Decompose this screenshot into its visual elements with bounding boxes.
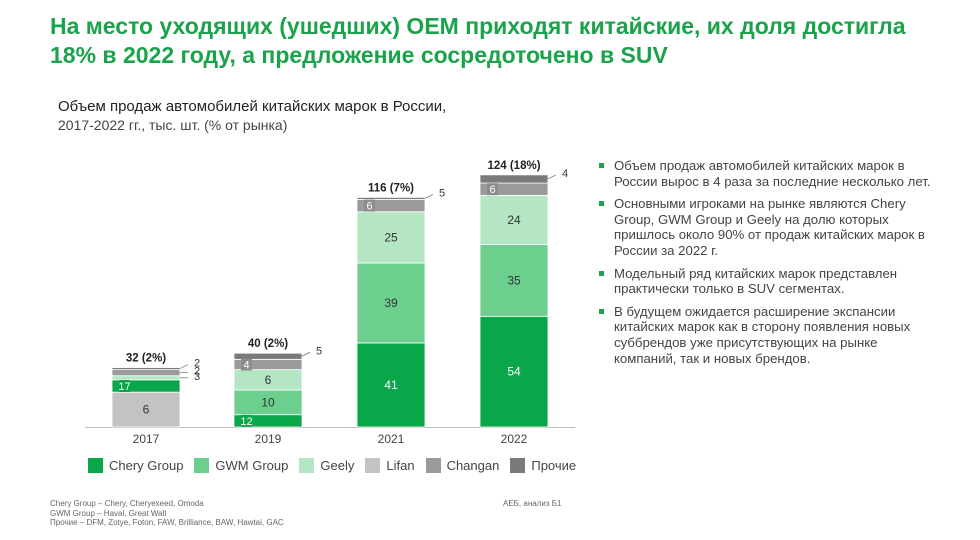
bullet-text: В будущем ожидается расширение экспансии… (614, 303, 911, 366)
legend-swatch (194, 458, 210, 473)
bullet-text: Основными игроками на рынке являются Che… (614, 196, 925, 258)
data-label: 4 (243, 359, 249, 371)
bar-segment (479, 244, 549, 317)
bullet-item: Модельный ряд китайских марок представле… (598, 266, 938, 297)
bar-segment (233, 352, 303, 360)
total-label: 40 (2%) (248, 338, 288, 350)
data-label: 3 (194, 371, 200, 383)
legend-label: Changan (446, 458, 500, 473)
bar-segment (111, 375, 181, 381)
data-label: 5 (316, 345, 322, 357)
data-label: 24 (507, 213, 521, 227)
legend-swatch (425, 458, 441, 473)
chart-title: Объем продаж автомобилей китайских марок… (58, 98, 447, 115)
data-label: 39 (384, 296, 398, 310)
data-label: 54 (507, 365, 521, 379)
bar-segment (111, 369, 181, 377)
source-note: АЕБ, анализ Б1 (503, 499, 562, 508)
data-label: 6 (265, 373, 272, 387)
data-label: 5 (439, 187, 445, 199)
category-label: 2019 (255, 432, 282, 446)
legend-item-chery: Chery Group (88, 458, 183, 473)
legend-item-gwm: GWM Group (194, 458, 288, 473)
label-box (241, 358, 252, 371)
legend-label: Geely (320, 458, 355, 473)
bullet-icon (599, 163, 604, 168)
bullet-item: В будущем ожидается расширение экспансии… (598, 304, 938, 366)
legend-item-geely: Geely (299, 458, 354, 473)
footnote: Chery Group – Chery, Cheryexeed, Omoda (50, 499, 204, 508)
headline: На место уходящих (ушедших) ОЕМ приходят… (50, 13, 906, 68)
data-label: 2 (194, 366, 200, 378)
label-box (487, 183, 498, 196)
data-label: 6 (143, 403, 150, 417)
bullet-icon (599, 308, 604, 314)
category-label: 2021 (378, 432, 405, 446)
legend-item-lifan: Lifan (365, 458, 415, 473)
label-leader (424, 194, 434, 199)
legend-label: GWM Group (215, 458, 289, 473)
bullet-text: Модельный ряд китайских марок представле… (614, 265, 898, 297)
legend-label: Lifan (386, 458, 415, 473)
bullet-icon (599, 201, 604, 207)
label-box (364, 199, 375, 212)
label-box (241, 414, 252, 427)
chart-legend: Chery Group GWM Group Geely Lifan Changa… (88, 458, 587, 473)
data-label: 17 (118, 381, 130, 393)
stacked-bar-chart: 6 17 322 32 (2%) 2017 12 10 6 4 5 40 (2%) 2019 41 39 2… (85, 160, 575, 446)
footnote: Прочие – DFM, Zotye, Foton, FAW, Brillia… (50, 518, 284, 527)
data-label: 35 (507, 273, 521, 287)
label-leader (547, 174, 557, 180)
data-label: 12 (240, 416, 252, 428)
total-label: 124 (18%) (487, 160, 540, 172)
bar-segment (356, 196, 426, 200)
legend-swatch (365, 458, 381, 473)
bullet-icon (599, 270, 604, 276)
category-label: 2022 (501, 432, 528, 446)
legend-swatch (510, 458, 526, 473)
data-label: 10 (261, 395, 275, 409)
bar-segment (111, 391, 181, 428)
data-label: 6 (489, 184, 495, 196)
bullet-item: Объем продаж автомобилей китайских марок… (598, 158, 938, 189)
legend-item-other: Прочие (510, 458, 576, 473)
label-box (119, 380, 130, 392)
bullet-item: Основными игроками на рынке являются Che… (598, 196, 938, 258)
legend-swatch (88, 458, 103, 473)
label-leader (301, 351, 311, 357)
data-label: 4 (562, 168, 568, 180)
label-leader (179, 364, 189, 369)
total-label: 32 (2%) (126, 353, 166, 365)
legend-swatch (299, 458, 315, 473)
total-label: 116 (7%) (368, 182, 414, 194)
data-label: 2 (194, 358, 200, 370)
bar-segment (479, 174, 549, 184)
data-label: 41 (384, 378, 398, 392)
chart-subtitle: 2017-2022 гг., тыс. шт. (% от рынка) (58, 117, 288, 133)
legend-label: Прочие (531, 458, 577, 473)
bullet-text: Объем продаж автомобилей китайских марок… (614, 158, 931, 189)
bar-segment (356, 342, 426, 428)
bar-segment (479, 194, 549, 245)
data-label: 25 (384, 230, 398, 244)
bar-segment (111, 367, 181, 370)
bar-segment (479, 315, 549, 428)
footnote: GWM Group – Haval, Great Wall (50, 508, 167, 518)
footnotes: Chery Group – Chery, Cheryexeed, Omoda G… (50, 499, 284, 528)
bar-segment (356, 262, 426, 344)
category-label: 2017 (133, 432, 160, 446)
legend-item-changan: Changan (425, 458, 500, 473)
data-label: 6 (366, 201, 372, 213)
bar-segment (233, 389, 303, 416)
bullet-list: Объем продаж автомобилей китайских марок… (598, 158, 938, 373)
legend-label: Chery Group (109, 458, 184, 473)
